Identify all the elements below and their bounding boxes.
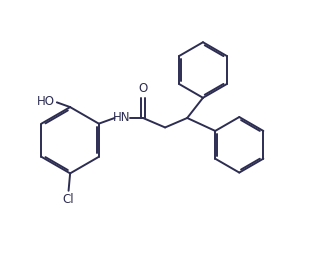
Text: HO: HO bbox=[37, 95, 55, 108]
Text: O: O bbox=[139, 82, 148, 95]
Text: Cl: Cl bbox=[63, 193, 74, 206]
Text: HN: HN bbox=[113, 111, 130, 124]
